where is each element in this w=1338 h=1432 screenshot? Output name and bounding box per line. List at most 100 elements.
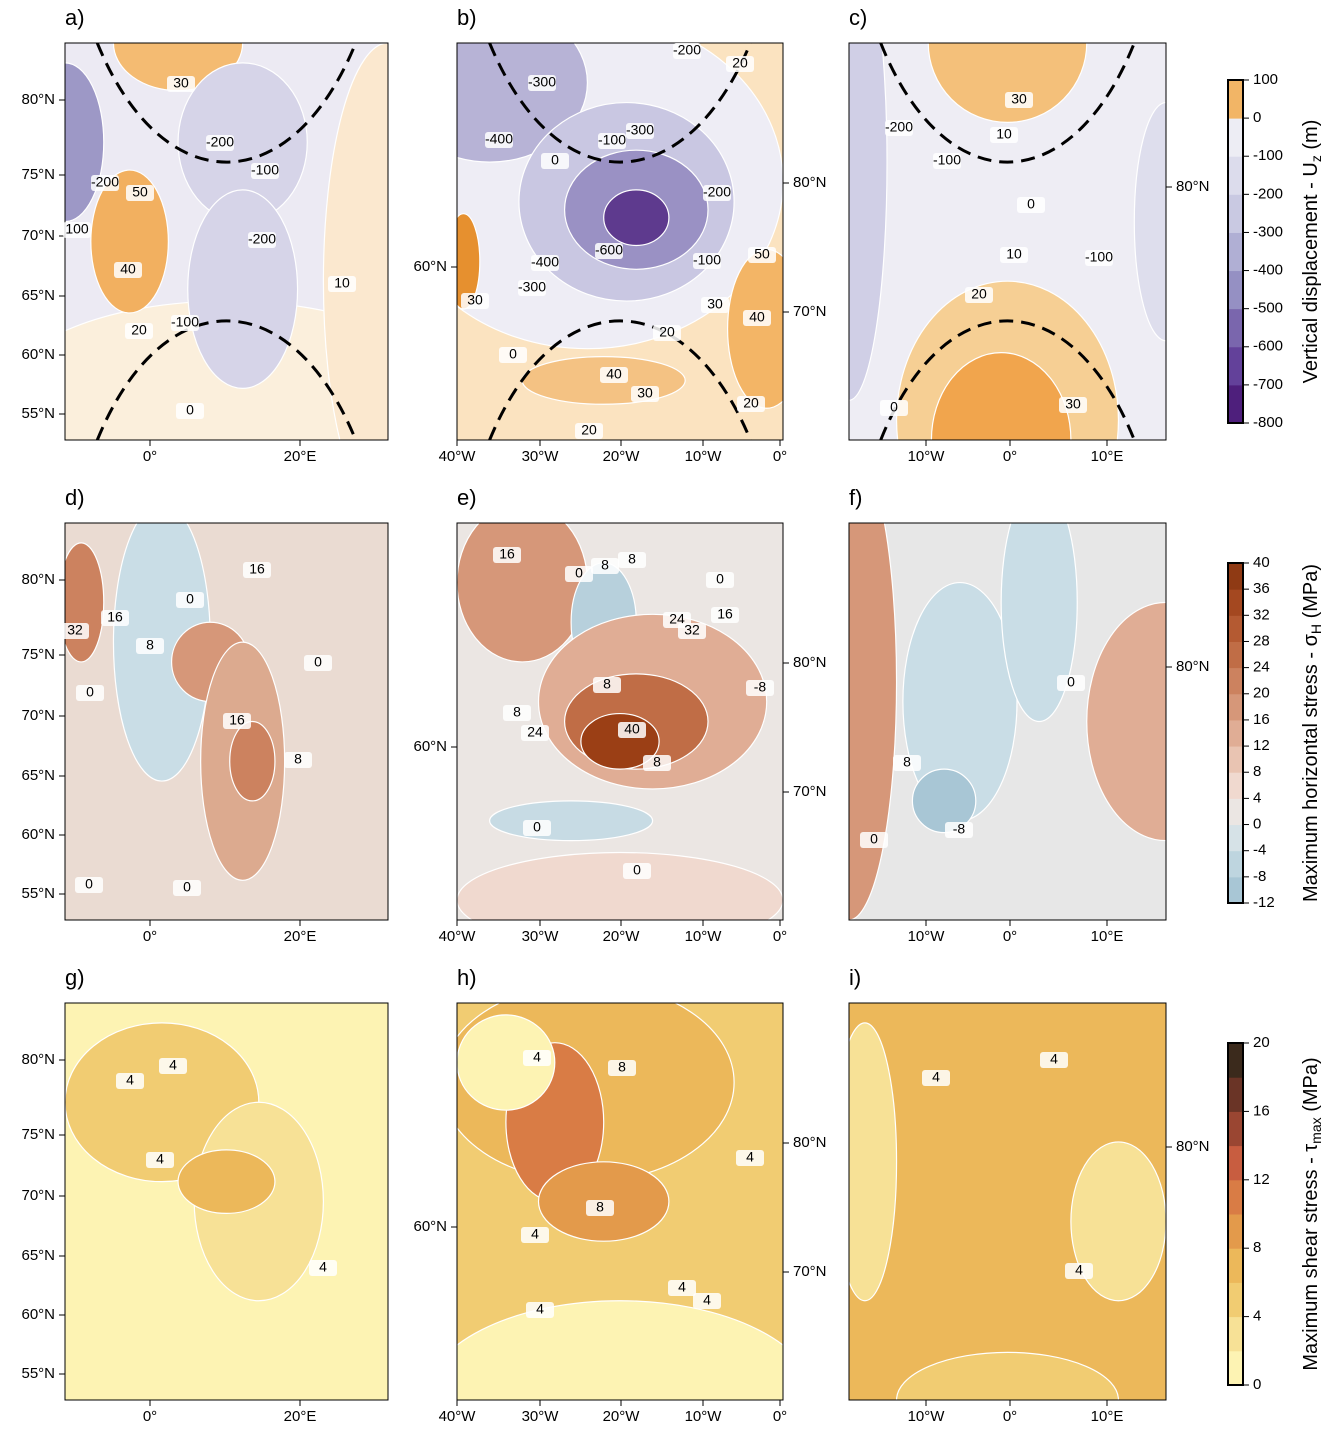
colorbar-band bbox=[1228, 1111, 1243, 1147]
contour-label-box bbox=[1057, 675, 1085, 691]
contour-label-box bbox=[965, 287, 993, 303]
colorbar-tick-label: 32 bbox=[1253, 606, 1270, 623]
contour-field bbox=[849, 1022, 898, 1302]
contour-label: 4 bbox=[531, 1226, 539, 1242]
x-tick-label: 30°W bbox=[522, 1408, 560, 1425]
colorbar-tick-label: 4 bbox=[1253, 789, 1261, 806]
contour-label-box bbox=[1059, 397, 1087, 413]
colorbar-band bbox=[1228, 641, 1243, 669]
colorbar-tick-label: 36 bbox=[1253, 580, 1270, 597]
y-tick-label: 65°N bbox=[21, 1247, 55, 1264]
contour-label: -400 bbox=[531, 254, 559, 270]
x-tick-label: 0° bbox=[773, 1408, 787, 1425]
contour-label: 50 bbox=[754, 246, 770, 262]
map-frame bbox=[848, 522, 1167, 921]
map-panel bbox=[849, 43, 1166, 440]
contour-label-box bbox=[523, 820, 551, 836]
contour-label: 32 bbox=[684, 622, 700, 638]
colorbar-title: Vertical displacement - Uz (m) bbox=[1300, 120, 1323, 384]
contour-label: 4 bbox=[536, 1301, 544, 1317]
colorbar-band bbox=[1228, 772, 1243, 799]
colorbar-title: Maximum horizontal stress - σH (MPa) bbox=[1300, 564, 1323, 902]
colorbar-tick-label: 12 bbox=[1253, 1171, 1270, 1188]
contour-label: 4 bbox=[932, 1069, 940, 1085]
contour-field bbox=[930, 352, 1072, 440]
colorbar-frame bbox=[1227, 1042, 1244, 1386]
y-tick-label: 70°N bbox=[793, 1263, 827, 1280]
contour-label: 20 bbox=[659, 324, 675, 340]
x-tick-label: 20°W bbox=[603, 448, 641, 465]
contour-field bbox=[911, 768, 977, 834]
colorbar-title-unit: (m) bbox=[1300, 120, 1322, 156]
map-frame bbox=[64, 522, 389, 921]
contour-label-box bbox=[706, 572, 734, 588]
colorbar-band bbox=[1228, 232, 1243, 272]
contour-label-box bbox=[493, 547, 521, 563]
map-panel bbox=[65, 1003, 388, 1400]
colorbar-frame bbox=[1227, 79, 1244, 424]
contour-label: 0 bbox=[533, 819, 541, 835]
x-tick-label: 10°E bbox=[1091, 928, 1124, 945]
contour-label: 0 bbox=[183, 879, 191, 895]
colorbar-band bbox=[1228, 118, 1243, 157]
contour-label-box bbox=[1085, 250, 1113, 266]
contour-label: -8 bbox=[754, 679, 767, 695]
contour-label: -200 bbox=[885, 119, 913, 135]
y-tick-label: 75°N bbox=[21, 1126, 55, 1143]
map-frame bbox=[456, 1002, 784, 1401]
x-tick-label: 10°W bbox=[685, 448, 723, 465]
contour-label-box bbox=[485, 132, 513, 148]
colorbar-band bbox=[1228, 384, 1243, 424]
colorbar-band bbox=[1228, 798, 1243, 826]
y-tick-label: 80°N bbox=[793, 174, 827, 191]
contour-label-box bbox=[126, 185, 154, 201]
contour-label-box bbox=[668, 1280, 696, 1296]
contour-label-box bbox=[631, 386, 659, 402]
contour-label: 24 bbox=[527, 724, 543, 740]
x-tick-label: 10°W bbox=[908, 928, 946, 945]
contour-field bbox=[457, 1014, 556, 1111]
contour-field bbox=[603, 189, 670, 247]
contour-label: 4 bbox=[703, 1292, 711, 1308]
colorbar-band bbox=[1228, 876, 1243, 904]
contour-label: 0 bbox=[890, 399, 898, 415]
x-tick-label: 10°W bbox=[685, 1408, 723, 1425]
contour-label-box bbox=[1065, 1263, 1093, 1279]
y-tick-label: 65°N bbox=[21, 287, 55, 304]
contour-label-box bbox=[146, 1152, 174, 1168]
contour-label: 16 bbox=[249, 561, 265, 577]
zero-contour bbox=[95, 319, 358, 440]
map-panel bbox=[457, 523, 783, 920]
contour-label-box bbox=[711, 607, 739, 623]
contour-label: 0 bbox=[551, 152, 559, 168]
y-tick-label: 80°N bbox=[21, 1051, 55, 1068]
colorbar-title-unit: (MPa) bbox=[1300, 564, 1322, 624]
colorbar-tick-label: -500 bbox=[1253, 300, 1283, 317]
contour-label-box bbox=[541, 153, 569, 169]
x-tick-label: 10°W bbox=[908, 448, 946, 465]
colorbar-title-subscript: H bbox=[1308, 624, 1324, 634]
contour-label: 0 bbox=[716, 571, 724, 587]
contour-label-box bbox=[618, 722, 646, 738]
contour-label: 8 bbox=[628, 551, 636, 567]
contour-label: 30 bbox=[1065, 396, 1081, 412]
map-panel bbox=[849, 523, 1166, 920]
colorbar-tick-label: -700 bbox=[1253, 376, 1283, 393]
zero-contour bbox=[488, 319, 752, 440]
contour-label-box bbox=[526, 1302, 554, 1318]
contour-label-box bbox=[1005, 92, 1033, 108]
contour-field bbox=[488, 800, 654, 842]
contour-label-box bbox=[880, 400, 908, 416]
contour-label: 4 bbox=[169, 1057, 177, 1073]
contour-label: 4 bbox=[746, 1149, 754, 1165]
contour-label: 24 bbox=[669, 611, 685, 627]
x-tick-label: 0° bbox=[1003, 448, 1017, 465]
colorbar-band bbox=[1228, 693, 1243, 721]
contour-label-box bbox=[521, 1227, 549, 1243]
y-tick-label: 80°N bbox=[793, 1134, 827, 1151]
colorbar-band bbox=[1228, 194, 1243, 233]
contour-field bbox=[187, 189, 299, 389]
contour-label-box bbox=[893, 755, 921, 771]
zero-contour bbox=[879, 43, 1136, 164]
contour-label: 40 bbox=[120, 261, 136, 277]
